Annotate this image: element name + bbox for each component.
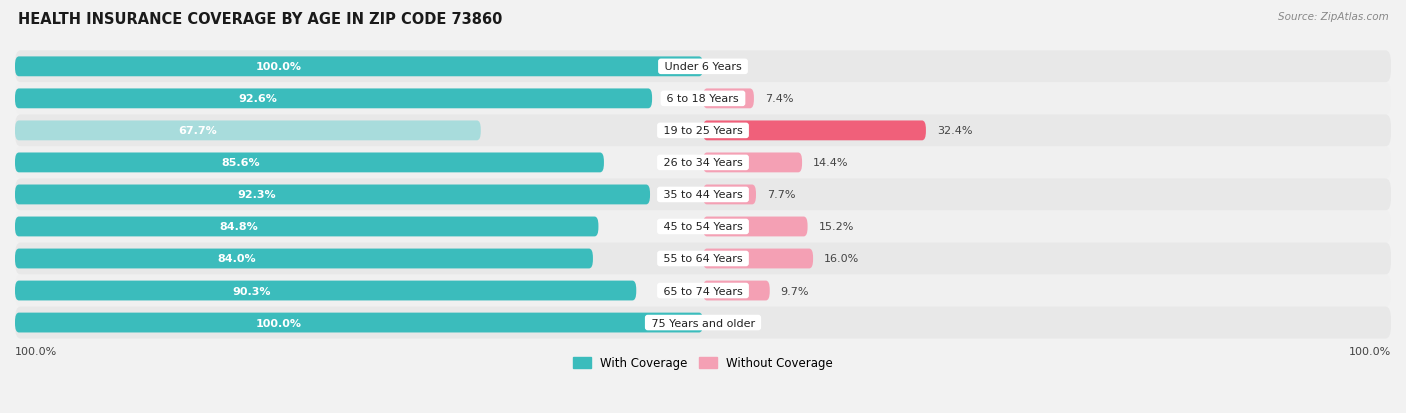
Text: Source: ZipAtlas.com: Source: ZipAtlas.com bbox=[1278, 12, 1389, 22]
FancyBboxPatch shape bbox=[703, 89, 754, 109]
Text: 45 to 54 Years: 45 to 54 Years bbox=[659, 222, 747, 232]
Text: 100.0%: 100.0% bbox=[256, 62, 302, 72]
Text: 7.7%: 7.7% bbox=[768, 190, 796, 200]
Text: HEALTH INSURANCE COVERAGE BY AGE IN ZIP CODE 73860: HEALTH INSURANCE COVERAGE BY AGE IN ZIP … bbox=[18, 12, 503, 27]
Text: 100.0%: 100.0% bbox=[15, 346, 58, 356]
Text: 15.2%: 15.2% bbox=[818, 222, 853, 232]
FancyBboxPatch shape bbox=[15, 281, 637, 301]
Text: Under 6 Years: Under 6 Years bbox=[661, 62, 745, 72]
Text: 85.6%: 85.6% bbox=[221, 158, 260, 168]
Text: 67.7%: 67.7% bbox=[179, 126, 217, 136]
FancyBboxPatch shape bbox=[15, 83, 1391, 115]
FancyBboxPatch shape bbox=[15, 249, 593, 269]
FancyBboxPatch shape bbox=[15, 57, 703, 77]
Text: 55 to 64 Years: 55 to 64 Years bbox=[659, 254, 747, 264]
Text: 19 to 25 Years: 19 to 25 Years bbox=[659, 126, 747, 136]
Text: 75 Years and older: 75 Years and older bbox=[648, 318, 758, 328]
FancyBboxPatch shape bbox=[15, 243, 1391, 275]
FancyBboxPatch shape bbox=[15, 147, 1391, 179]
FancyBboxPatch shape bbox=[15, 121, 481, 141]
FancyBboxPatch shape bbox=[15, 275, 1391, 307]
FancyBboxPatch shape bbox=[703, 185, 756, 205]
FancyBboxPatch shape bbox=[703, 281, 769, 301]
Text: 0.0%: 0.0% bbox=[714, 318, 742, 328]
FancyBboxPatch shape bbox=[15, 307, 1391, 339]
Text: 92.6%: 92.6% bbox=[238, 94, 277, 104]
Text: 35 to 44 Years: 35 to 44 Years bbox=[659, 190, 747, 200]
Text: 90.3%: 90.3% bbox=[232, 286, 271, 296]
FancyBboxPatch shape bbox=[15, 89, 652, 109]
FancyBboxPatch shape bbox=[15, 313, 703, 332]
Text: 100.0%: 100.0% bbox=[256, 318, 302, 328]
Text: 84.0%: 84.0% bbox=[218, 254, 256, 264]
Text: 0.0%: 0.0% bbox=[714, 62, 742, 72]
FancyBboxPatch shape bbox=[15, 115, 1391, 147]
FancyBboxPatch shape bbox=[15, 179, 1391, 211]
Text: 6 to 18 Years: 6 to 18 Years bbox=[664, 94, 742, 104]
Text: 100.0%: 100.0% bbox=[1348, 346, 1391, 356]
Text: 65 to 74 Years: 65 to 74 Years bbox=[659, 286, 747, 296]
FancyBboxPatch shape bbox=[703, 217, 807, 237]
FancyBboxPatch shape bbox=[15, 211, 1391, 243]
FancyBboxPatch shape bbox=[15, 185, 650, 205]
Text: 7.4%: 7.4% bbox=[765, 94, 793, 104]
Text: 32.4%: 32.4% bbox=[936, 126, 973, 136]
FancyBboxPatch shape bbox=[15, 51, 1391, 83]
Legend: With Coverage, Without Coverage: With Coverage, Without Coverage bbox=[568, 352, 838, 374]
Text: 84.8%: 84.8% bbox=[219, 222, 257, 232]
FancyBboxPatch shape bbox=[15, 217, 599, 237]
FancyBboxPatch shape bbox=[703, 249, 813, 269]
Text: 92.3%: 92.3% bbox=[238, 190, 276, 200]
Text: 14.4%: 14.4% bbox=[813, 158, 849, 168]
FancyBboxPatch shape bbox=[15, 153, 605, 173]
Text: 9.7%: 9.7% bbox=[780, 286, 810, 296]
Text: 16.0%: 16.0% bbox=[824, 254, 859, 264]
Text: 26 to 34 Years: 26 to 34 Years bbox=[659, 158, 747, 168]
FancyBboxPatch shape bbox=[703, 153, 801, 173]
FancyBboxPatch shape bbox=[703, 121, 927, 141]
